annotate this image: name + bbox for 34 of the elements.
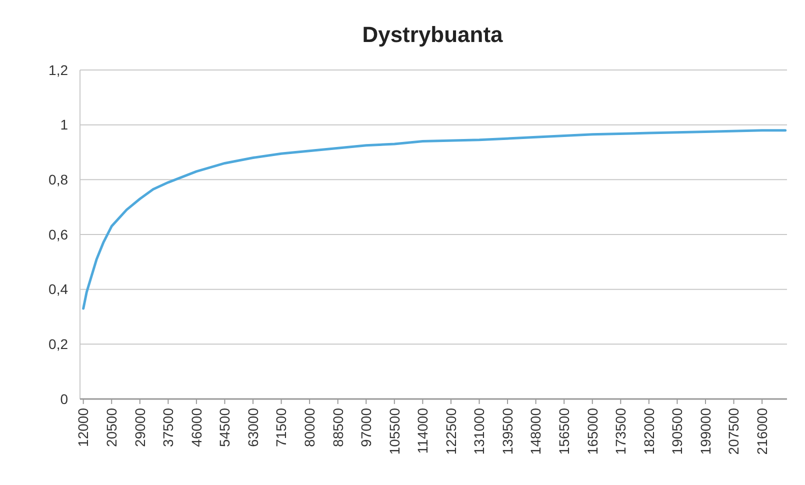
y-tick-label: 0,4	[48, 281, 68, 298]
x-tick-label: 165000	[584, 408, 600, 455]
x-tick-label: 114000	[414, 408, 431, 454]
x-tick-label: 122500	[442, 408, 459, 455]
x-tick-label: 156500	[556, 408, 572, 455]
y-tick-label: 0	[60, 390, 68, 407]
x-tick-label: 80000	[301, 408, 318, 447]
x-tick-label: 173500	[612, 408, 629, 455]
x-tick-label: 148000	[528, 408, 544, 455]
x-tick-label: 88500	[330, 408, 346, 447]
y-tick-label: 0,6	[48, 226, 68, 242]
x-tick-label: 29000	[132, 408, 148, 447]
x-tick-label: 207500	[726, 408, 742, 455]
y-tick-label: 1,2	[48, 62, 68, 78]
x-tick-label: 63000	[244, 408, 261, 447]
x-tick-label: 105500	[386, 408, 402, 455]
x-tick-label: 216000	[754, 408, 770, 455]
line-series	[82, 129, 787, 310]
y-tick-label: 0,8	[48, 172, 68, 188]
x-tick-label: 46000	[188, 408, 204, 447]
x-tick-label: 182000	[640, 408, 657, 455]
x-tick-label: 37500	[160, 408, 176, 447]
x-tick-label: 71500	[273, 408, 290, 447]
chart-title: Dystrybuanta	[362, 22, 504, 47]
y-tick-label: 0,2	[48, 336, 68, 352]
x-tick-label: 131000	[471, 408, 488, 455]
y-tick-label: 1	[60, 116, 68, 133]
x-tick-label: 20500	[104, 408, 120, 447]
x-tick-label: 12000	[75, 408, 92, 447]
x-tick-label: 139500	[499, 408, 516, 455]
x-tick-label: 54500	[216, 408, 233, 447]
x-tick-label: 199000	[697, 408, 714, 455]
x-tick-label: 190500	[669, 408, 686, 455]
x-tick-label: 97000	[358, 408, 374, 447]
